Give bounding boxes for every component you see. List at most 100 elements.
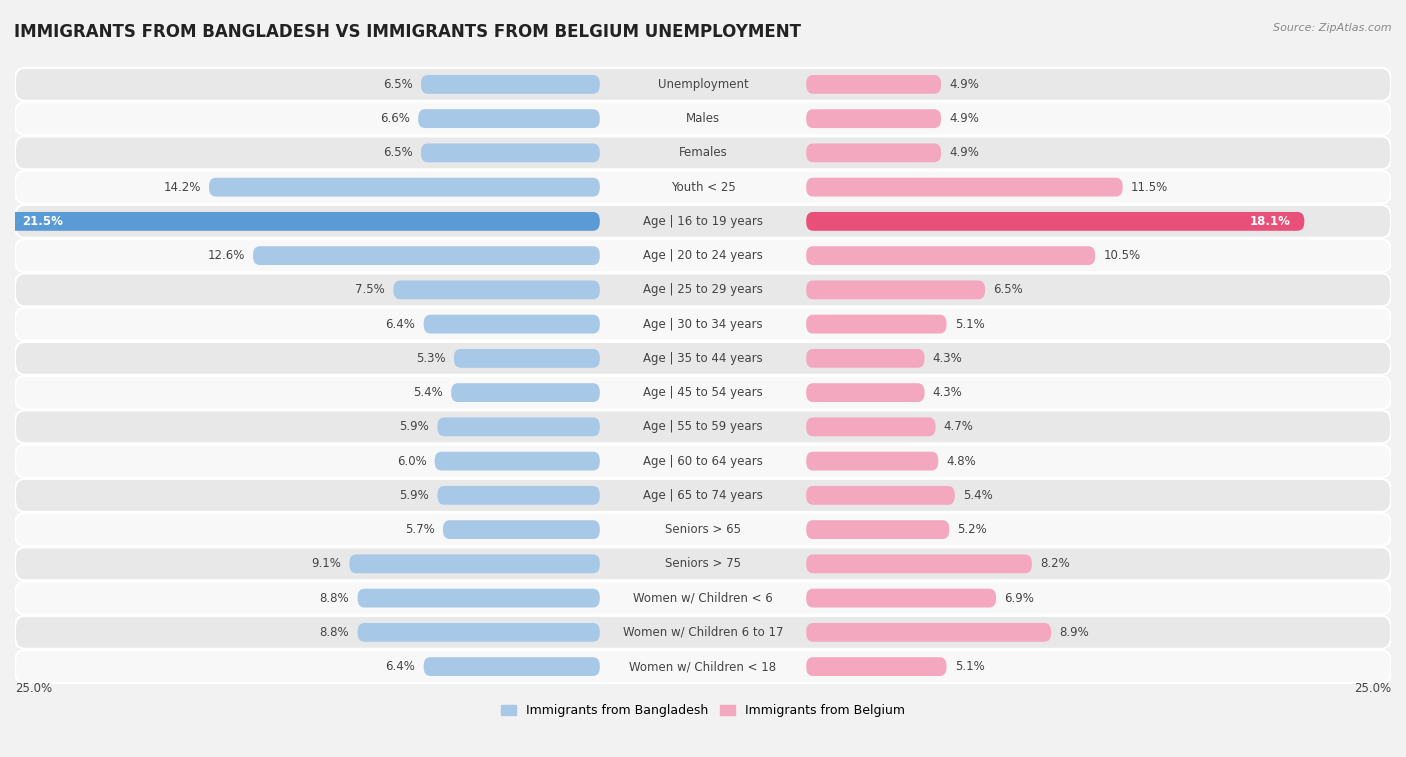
FancyBboxPatch shape <box>15 650 1391 683</box>
FancyBboxPatch shape <box>15 102 1391 135</box>
Text: Males: Males <box>686 112 720 125</box>
Text: 5.2%: 5.2% <box>957 523 987 536</box>
Text: Age | 30 to 34 years: Age | 30 to 34 years <box>643 318 763 331</box>
Text: Seniors > 65: Seniors > 65 <box>665 523 741 536</box>
FancyBboxPatch shape <box>15 170 1391 204</box>
Text: Age | 65 to 74 years: Age | 65 to 74 years <box>643 489 763 502</box>
FancyBboxPatch shape <box>806 452 938 471</box>
Text: Age | 45 to 54 years: Age | 45 to 54 years <box>643 386 763 399</box>
FancyBboxPatch shape <box>423 657 600 676</box>
Text: Unemployment: Unemployment <box>658 78 748 91</box>
Text: 6.4%: 6.4% <box>385 318 415 331</box>
FancyBboxPatch shape <box>806 657 946 676</box>
Text: 4.3%: 4.3% <box>932 386 963 399</box>
Text: 8.8%: 8.8% <box>319 592 349 605</box>
FancyBboxPatch shape <box>15 307 1391 341</box>
Text: 6.4%: 6.4% <box>385 660 415 673</box>
FancyBboxPatch shape <box>437 417 600 436</box>
FancyBboxPatch shape <box>15 239 1391 272</box>
Legend: Immigrants from Bangladesh, Immigrants from Belgium: Immigrants from Bangladesh, Immigrants f… <box>496 699 910 722</box>
Text: 4.9%: 4.9% <box>949 112 979 125</box>
Text: 8.2%: 8.2% <box>1040 557 1070 570</box>
Text: Women w/ Children 6 to 17: Women w/ Children 6 to 17 <box>623 626 783 639</box>
Text: Females: Females <box>679 146 727 160</box>
FancyBboxPatch shape <box>15 547 1391 581</box>
FancyBboxPatch shape <box>443 520 600 539</box>
Text: 5.9%: 5.9% <box>399 489 429 502</box>
Text: Age | 60 to 64 years: Age | 60 to 64 years <box>643 455 763 468</box>
FancyBboxPatch shape <box>454 349 600 368</box>
FancyBboxPatch shape <box>420 144 600 162</box>
FancyBboxPatch shape <box>451 383 600 402</box>
FancyBboxPatch shape <box>15 376 1391 409</box>
FancyBboxPatch shape <box>806 486 955 505</box>
FancyBboxPatch shape <box>806 109 941 128</box>
Text: Women w/ Children < 18: Women w/ Children < 18 <box>630 660 776 673</box>
Text: 6.9%: 6.9% <box>1004 592 1035 605</box>
FancyBboxPatch shape <box>418 109 600 128</box>
Text: 5.4%: 5.4% <box>963 489 993 502</box>
FancyBboxPatch shape <box>806 315 946 334</box>
Text: 9.1%: 9.1% <box>311 557 342 570</box>
FancyBboxPatch shape <box>437 486 600 505</box>
Text: 5.1%: 5.1% <box>955 660 984 673</box>
FancyBboxPatch shape <box>423 315 600 334</box>
Text: 11.5%: 11.5% <box>1130 181 1168 194</box>
FancyBboxPatch shape <box>8 212 600 231</box>
FancyBboxPatch shape <box>806 623 1052 642</box>
FancyBboxPatch shape <box>806 554 1032 573</box>
FancyBboxPatch shape <box>15 479 1391 512</box>
Text: 4.9%: 4.9% <box>949 146 979 160</box>
FancyBboxPatch shape <box>15 581 1391 615</box>
FancyBboxPatch shape <box>806 349 925 368</box>
Text: 14.2%: 14.2% <box>163 181 201 194</box>
Text: 4.7%: 4.7% <box>943 420 974 433</box>
Text: 5.9%: 5.9% <box>399 420 429 433</box>
FancyBboxPatch shape <box>357 589 600 608</box>
Text: 8.8%: 8.8% <box>319 626 349 639</box>
Text: Age | 25 to 29 years: Age | 25 to 29 years <box>643 283 763 297</box>
FancyBboxPatch shape <box>209 178 600 197</box>
Text: 25.0%: 25.0% <box>15 682 52 696</box>
FancyBboxPatch shape <box>806 589 995 608</box>
Text: 4.3%: 4.3% <box>932 352 963 365</box>
Text: 6.0%: 6.0% <box>396 455 426 468</box>
Text: Women w/ Children < 6: Women w/ Children < 6 <box>633 592 773 605</box>
FancyBboxPatch shape <box>357 623 600 642</box>
FancyBboxPatch shape <box>253 246 600 265</box>
FancyBboxPatch shape <box>15 136 1391 170</box>
Text: 5.3%: 5.3% <box>416 352 446 365</box>
Text: 25.0%: 25.0% <box>1354 682 1391 696</box>
FancyBboxPatch shape <box>806 144 941 162</box>
Text: Youth < 25: Youth < 25 <box>671 181 735 194</box>
Text: 6.5%: 6.5% <box>382 78 413 91</box>
FancyBboxPatch shape <box>806 520 949 539</box>
FancyBboxPatch shape <box>806 212 1305 231</box>
Text: 4.9%: 4.9% <box>949 78 979 91</box>
FancyBboxPatch shape <box>15 68 1391 101</box>
FancyBboxPatch shape <box>15 342 1391 375</box>
FancyBboxPatch shape <box>806 280 986 299</box>
FancyBboxPatch shape <box>15 273 1391 307</box>
FancyBboxPatch shape <box>806 75 941 94</box>
FancyBboxPatch shape <box>420 75 600 94</box>
Text: 10.5%: 10.5% <box>1104 249 1140 262</box>
Text: 6.6%: 6.6% <box>380 112 411 125</box>
FancyBboxPatch shape <box>15 616 1391 649</box>
Text: Age | 35 to 44 years: Age | 35 to 44 years <box>643 352 763 365</box>
FancyBboxPatch shape <box>806 383 925 402</box>
FancyBboxPatch shape <box>806 417 935 436</box>
Text: 12.6%: 12.6% <box>208 249 245 262</box>
Text: 4.8%: 4.8% <box>946 455 976 468</box>
Text: 7.5%: 7.5% <box>356 283 385 297</box>
Text: 6.5%: 6.5% <box>382 146 413 160</box>
FancyBboxPatch shape <box>15 410 1391 444</box>
Text: 8.9%: 8.9% <box>1059 626 1090 639</box>
FancyBboxPatch shape <box>15 444 1391 478</box>
Text: Age | 16 to 19 years: Age | 16 to 19 years <box>643 215 763 228</box>
Text: 5.4%: 5.4% <box>413 386 443 399</box>
Text: 5.1%: 5.1% <box>955 318 984 331</box>
Text: Age | 20 to 24 years: Age | 20 to 24 years <box>643 249 763 262</box>
Text: Age | 55 to 59 years: Age | 55 to 59 years <box>643 420 763 433</box>
Text: 6.5%: 6.5% <box>993 283 1024 297</box>
